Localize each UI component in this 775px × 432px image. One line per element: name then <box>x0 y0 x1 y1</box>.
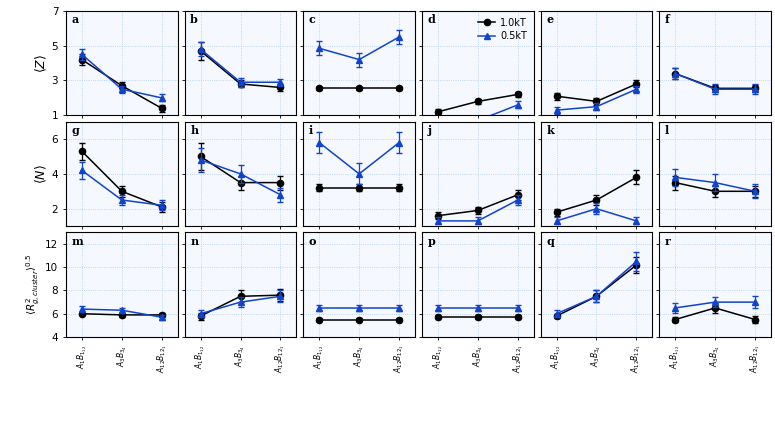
Text: c: c <box>308 14 315 25</box>
Text: f: f <box>665 14 670 25</box>
Y-axis label: $\langle N \rangle$: $\langle N \rangle$ <box>33 164 49 184</box>
Y-axis label: $\langle Z \rangle$: $\langle Z \rangle$ <box>33 54 49 73</box>
Text: p: p <box>428 235 436 247</box>
Legend: 1.0kT, 0.5kT: 1.0kT, 0.5kT <box>476 16 529 44</box>
Text: q: q <box>546 235 554 247</box>
Text: n: n <box>190 235 198 247</box>
Text: e: e <box>546 14 553 25</box>
Text: i: i <box>308 125 313 136</box>
Text: o: o <box>308 235 316 247</box>
Text: m: m <box>71 235 83 247</box>
Text: k: k <box>546 125 554 136</box>
Text: b: b <box>190 14 198 25</box>
Text: l: l <box>665 125 669 136</box>
Y-axis label: $\langle R^2_{g,cluster}\rangle^{0.5}$: $\langle R^2_{g,cluster}\rangle^{0.5}$ <box>25 254 42 315</box>
Text: d: d <box>428 14 436 25</box>
Text: j: j <box>428 125 432 136</box>
Text: g: g <box>71 125 79 136</box>
Text: a: a <box>71 14 79 25</box>
Text: r: r <box>665 235 670 247</box>
Text: h: h <box>190 125 198 136</box>
